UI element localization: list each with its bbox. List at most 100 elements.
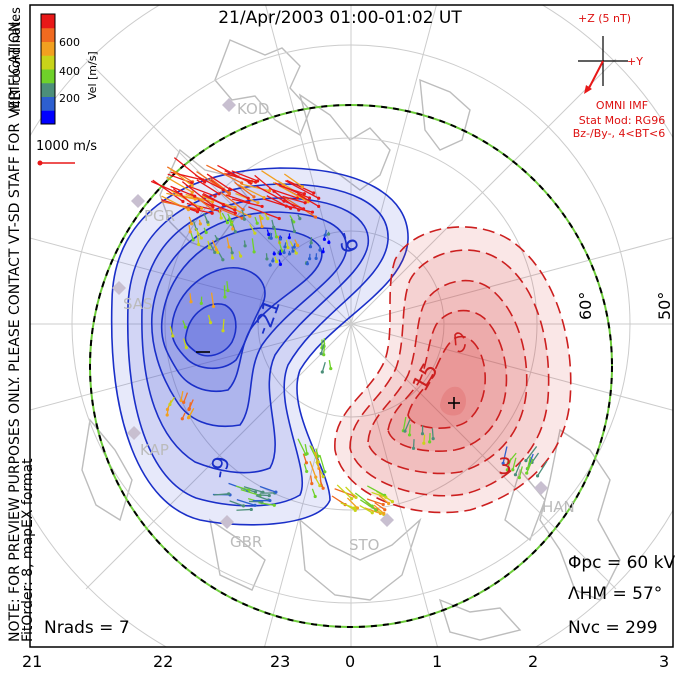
- velocity-vector-origin: [308, 257, 312, 261]
- lat-label-60: 60°: [576, 291, 595, 320]
- velocity-vector: [272, 181, 309, 203]
- velocity-vector: [506, 458, 512, 471]
- velocity-vector: [321, 361, 326, 373]
- velocity-vector-origin: [197, 242, 201, 247]
- velocity-vector: [185, 184, 216, 197]
- velocity-vector: [170, 185, 195, 197]
- imf-condition: Bz-/By-, 4<BT<6: [572, 127, 666, 140]
- velocity-vector-origin: [210, 207, 215, 212]
- velocity-vector-origin: [215, 237, 219, 241]
- velocity-vector-origin: [246, 196, 250, 200]
- velocity-vector-origin: [278, 252, 282, 256]
- velocity-vector-origin: [316, 454, 320, 458]
- velocity-vector-origin: [260, 224, 264, 229]
- velocity-vector: [236, 498, 256, 506]
- velocity-vector-origin: [186, 416, 191, 420]
- negative-contours: [110, 167, 409, 526]
- velocity-vector-origin: [274, 235, 279, 239]
- velocity-vector-origin: [199, 236, 203, 240]
- velocity-vector-origin: [262, 195, 266, 200]
- velocity-vector: [290, 218, 296, 232]
- velocity-vector: [255, 494, 269, 501]
- velocity-vector-origin: [323, 233, 327, 237]
- velocity-vector: [234, 181, 255, 198]
- velocity-vector: [502, 446, 508, 464]
- colorbar-segment: [41, 82, 55, 97]
- velocity-vector-origin: [291, 249, 295, 253]
- velocity-vector: [402, 416, 407, 431]
- velocity-vector-origin: [381, 502, 385, 507]
- stat-phi-pc: Φpc = 60 kV: [568, 553, 676, 573]
- colorbar-segment: [41, 96, 55, 111]
- velocity-vector-origin: [217, 192, 221, 196]
- velocity-vector: [531, 452, 540, 463]
- site-label-han: HAN: [542, 498, 575, 516]
- mlt-tick-21: 21: [22, 652, 43, 671]
- velocity-vector-origin: [179, 398, 183, 403]
- velocity-vector-origin: [207, 246, 211, 250]
- velocity-vector-origin: [327, 240, 331, 245]
- velocity-vector: [248, 206, 280, 220]
- velocity-vector-origin: [187, 407, 191, 412]
- velocity-vector-origin: [312, 191, 316, 195]
- fit-order-label: FitOrder: 8, mapEX format: [20, 458, 36, 642]
- velocity-vector-origin: [352, 506, 357, 510]
- velocity-vector-origin: [233, 208, 237, 212]
- velocity-vector: [514, 462, 522, 475]
- velocity-vector: [319, 454, 326, 472]
- velocity-vector-origin: [314, 475, 318, 479]
- velocity-vector: [525, 446, 538, 462]
- velocity-vector-origin: [190, 181, 194, 185]
- velocity-vector-origin: [300, 185, 305, 189]
- imf-source: OMNI IMF: [595, 99, 649, 112]
- velocity-vector-origin: [407, 433, 412, 437]
- velocity-vector: [218, 207, 243, 219]
- imf-model: Stat Mod: RG96: [578, 114, 666, 127]
- velocity-vector: [283, 173, 303, 188]
- velocity-vector: [186, 202, 220, 212]
- velocity-vector-origin: [208, 321, 213, 325]
- velocity-vector: [251, 238, 255, 253]
- velocity-vector: [237, 184, 265, 199]
- colorbar-segment: [41, 27, 55, 42]
- velocity-vector-origin: [322, 237, 327, 241]
- velocity-vector: [196, 179, 220, 195]
- velocity-vector-origin: [181, 199, 185, 204]
- velocity-vector-origin: [309, 241, 313, 245]
- velocity-vector-origin: [403, 429, 407, 433]
- velocity-vector: [526, 458, 534, 474]
- velocity-vector-origin: [227, 245, 231, 249]
- velocity-vector-origin: [233, 230, 237, 234]
- velocity-vector-origin: [206, 220, 210, 224]
- velocity-vector-origin: [190, 184, 194, 188]
- velocity-vector-origin: [271, 259, 275, 263]
- velocity-vector-origin: [193, 194, 197, 198]
- velocity-vector: [181, 181, 213, 206]
- positive-contours: [334, 226, 572, 514]
- velocity-vector-origin: [241, 504, 246, 508]
- velocity-vector-origin: [253, 490, 258, 494]
- velocity-vector-origin: [255, 221, 259, 225]
- velocity-vector-origin: [383, 508, 387, 512]
- velocity-vector-origin: [313, 215, 318, 219]
- velocity-vector: [296, 193, 319, 207]
- velocity-vector-origin: [199, 301, 203, 306]
- velocity-vector: [374, 502, 386, 511]
- velocity-vector-origin: [252, 250, 256, 254]
- velocity-vector-origin: [272, 252, 276, 256]
- velocity-vector-origin: [210, 200, 215, 204]
- velocity-vector-origin: [189, 300, 193, 304]
- velocity-vector: [152, 179, 184, 203]
- mlt-tick-23: 23: [270, 652, 291, 671]
- velocity-vector-origin: [320, 370, 324, 374]
- velocity-vector-origin: [247, 488, 251, 492]
- velocity-vector: [202, 192, 224, 206]
- velocity-vector-origin: [296, 243, 300, 247]
- velocity-vector: [297, 438, 307, 455]
- velocity-vector: [225, 194, 249, 204]
- velocity-vector-origin: [420, 432, 425, 436]
- colorbar-segment: [41, 55, 55, 70]
- velocity-vector-origin: [253, 503, 257, 507]
- velocity-vector: [304, 444, 308, 454]
